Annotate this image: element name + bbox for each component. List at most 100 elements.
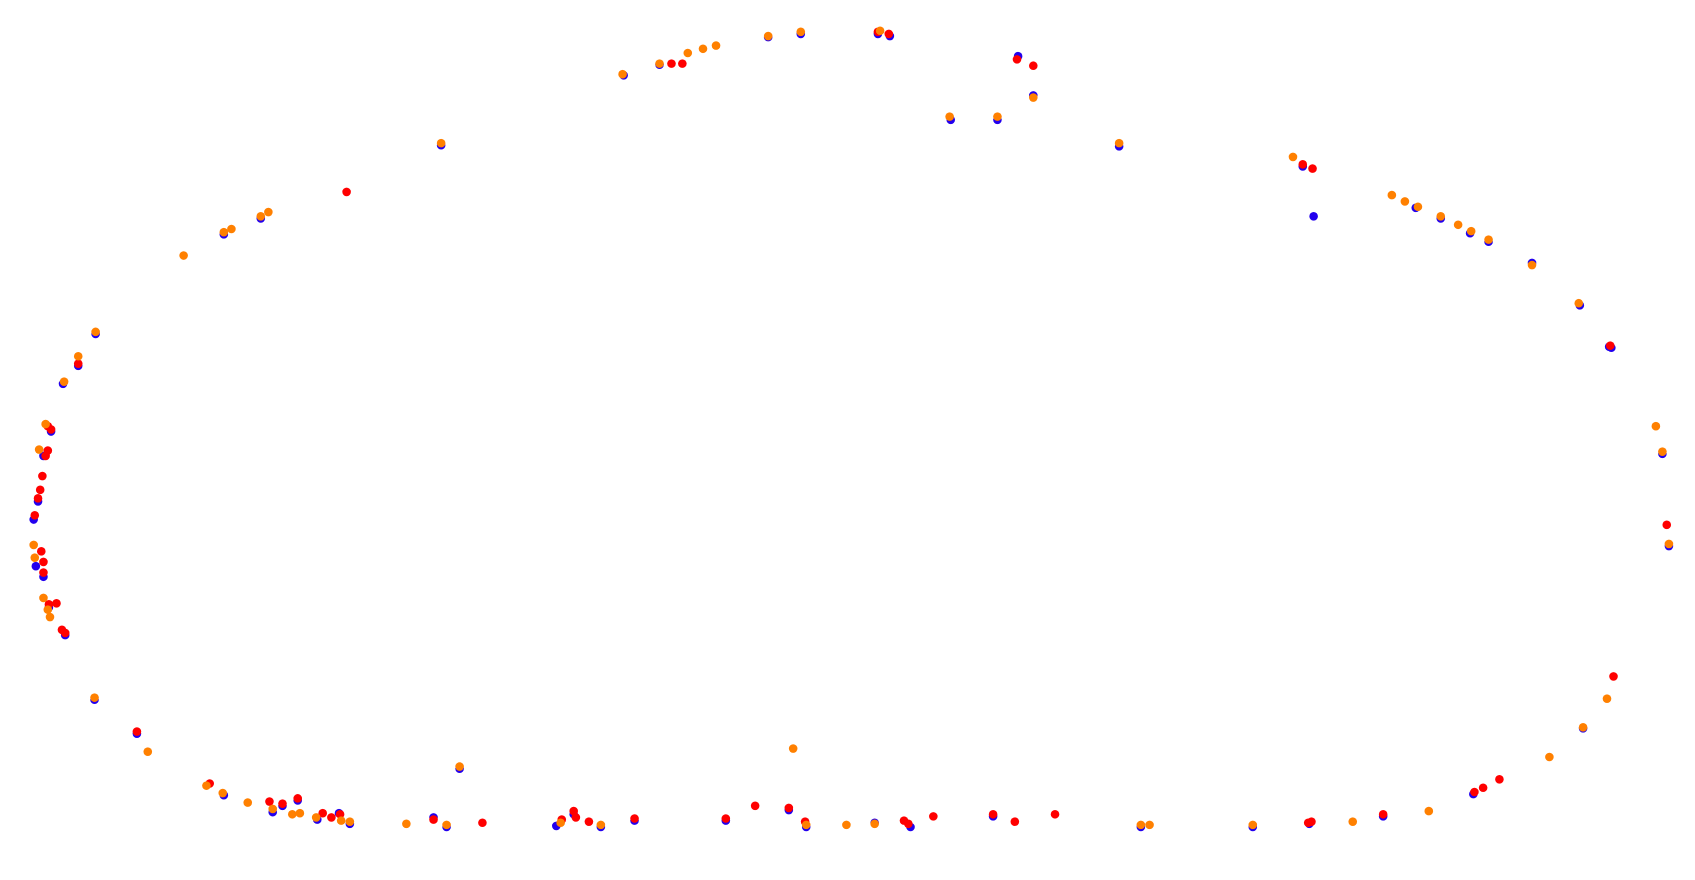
scatter-point xyxy=(33,494,43,503)
scatter-point xyxy=(750,801,760,811)
scatter-point xyxy=(43,605,53,614)
scatter-point xyxy=(1651,421,1661,431)
scatter-point xyxy=(678,59,687,68)
scatter-point xyxy=(618,69,627,79)
scatter-point xyxy=(1114,138,1124,148)
scatter-point xyxy=(1298,160,1308,169)
scatter-point xyxy=(342,187,351,197)
scatter-point xyxy=(875,26,885,36)
scatter-point xyxy=(30,510,40,520)
scatter-point xyxy=(442,820,451,830)
scatter-point xyxy=(1478,783,1488,793)
scatter-point xyxy=(1574,298,1584,308)
scatter-point xyxy=(59,377,69,386)
scatter-point xyxy=(1527,260,1537,270)
scatter-point xyxy=(1453,220,1463,230)
scatter-point xyxy=(884,29,894,39)
scatter-point xyxy=(73,351,83,361)
scatter-point xyxy=(335,809,345,819)
scatter-point xyxy=(904,819,913,829)
scatter-point xyxy=(842,820,851,830)
scatter-point xyxy=(287,809,297,819)
scatter-point xyxy=(1248,820,1258,830)
scatter-point xyxy=(256,211,266,221)
scatter-point xyxy=(73,359,83,368)
scatter-point xyxy=(596,820,606,830)
scatter-point xyxy=(478,818,487,828)
scatter-point xyxy=(1662,520,1672,530)
scatter-point xyxy=(39,593,48,603)
scatter-point xyxy=(721,814,731,823)
scatter-point xyxy=(29,540,38,550)
scatter-point xyxy=(268,804,278,814)
scatter-point xyxy=(36,547,46,556)
scatter-point xyxy=(1400,197,1410,206)
scatter-point xyxy=(683,48,693,58)
scatter-point xyxy=(143,747,153,757)
scatter-point xyxy=(1309,211,1318,221)
scatter-point xyxy=(993,112,1002,121)
scatter-point xyxy=(429,815,438,824)
scatter-point xyxy=(929,812,938,821)
scatter-point xyxy=(1050,809,1060,819)
scatter-point xyxy=(293,794,303,803)
scatter-point xyxy=(698,44,708,54)
scatter-point xyxy=(788,744,798,753)
scatter-point xyxy=(295,808,305,818)
scatter-point xyxy=(556,818,565,828)
scatter-point xyxy=(1436,211,1446,221)
scatter-point xyxy=(1387,190,1397,200)
scatter-point xyxy=(1145,820,1154,830)
scatter-point xyxy=(132,727,142,736)
scatter-point xyxy=(1308,164,1317,173)
scatter-point xyxy=(1658,447,1667,456)
scatter-point xyxy=(796,27,806,37)
scatter-point xyxy=(1288,152,1298,162)
scatter-point xyxy=(34,445,44,454)
scatter-point xyxy=(39,568,48,577)
scatter-point xyxy=(52,598,61,608)
scatter-point xyxy=(1136,820,1146,830)
scatter-point xyxy=(90,693,99,702)
scatter-point xyxy=(327,813,336,822)
scatter-point xyxy=(227,224,236,234)
scatter-point xyxy=(31,561,41,571)
scatter-point xyxy=(1348,817,1358,826)
scatter-point xyxy=(219,227,229,237)
scatter-point xyxy=(1578,723,1588,732)
scatter-point xyxy=(1378,809,1388,819)
scatter-point xyxy=(1413,202,1423,212)
scatter-point xyxy=(243,798,253,807)
scatter-point xyxy=(1484,235,1493,244)
scatter-point xyxy=(1466,226,1476,236)
scatter-point xyxy=(202,781,211,790)
scatter-point xyxy=(870,819,879,829)
scatter-point xyxy=(264,207,273,217)
scatter-point xyxy=(584,817,594,826)
scatter-point xyxy=(711,41,721,50)
scatter-point xyxy=(655,59,664,68)
scatter-point xyxy=(1028,61,1038,71)
scatter-point xyxy=(318,808,328,818)
scatter-point xyxy=(91,327,100,337)
scatter-point xyxy=(402,819,411,829)
scatter-point xyxy=(1470,787,1479,797)
scatter-point xyxy=(630,814,639,823)
scatter-point xyxy=(988,809,998,819)
scatter-point xyxy=(1605,341,1615,350)
scatter-point xyxy=(1664,539,1674,549)
scatter-point xyxy=(1303,818,1313,828)
scatter-point xyxy=(1028,93,1038,102)
scatter-point xyxy=(38,471,47,481)
scatter-point xyxy=(278,799,287,808)
scatter-point xyxy=(345,817,355,826)
scatter-point xyxy=(1602,694,1612,703)
scatter-point xyxy=(1609,672,1618,681)
scatter-point xyxy=(801,820,811,830)
scatter-point xyxy=(1545,752,1554,762)
scatter-point xyxy=(179,251,188,260)
scatter-point xyxy=(30,553,40,562)
scatter-point xyxy=(1495,774,1504,784)
